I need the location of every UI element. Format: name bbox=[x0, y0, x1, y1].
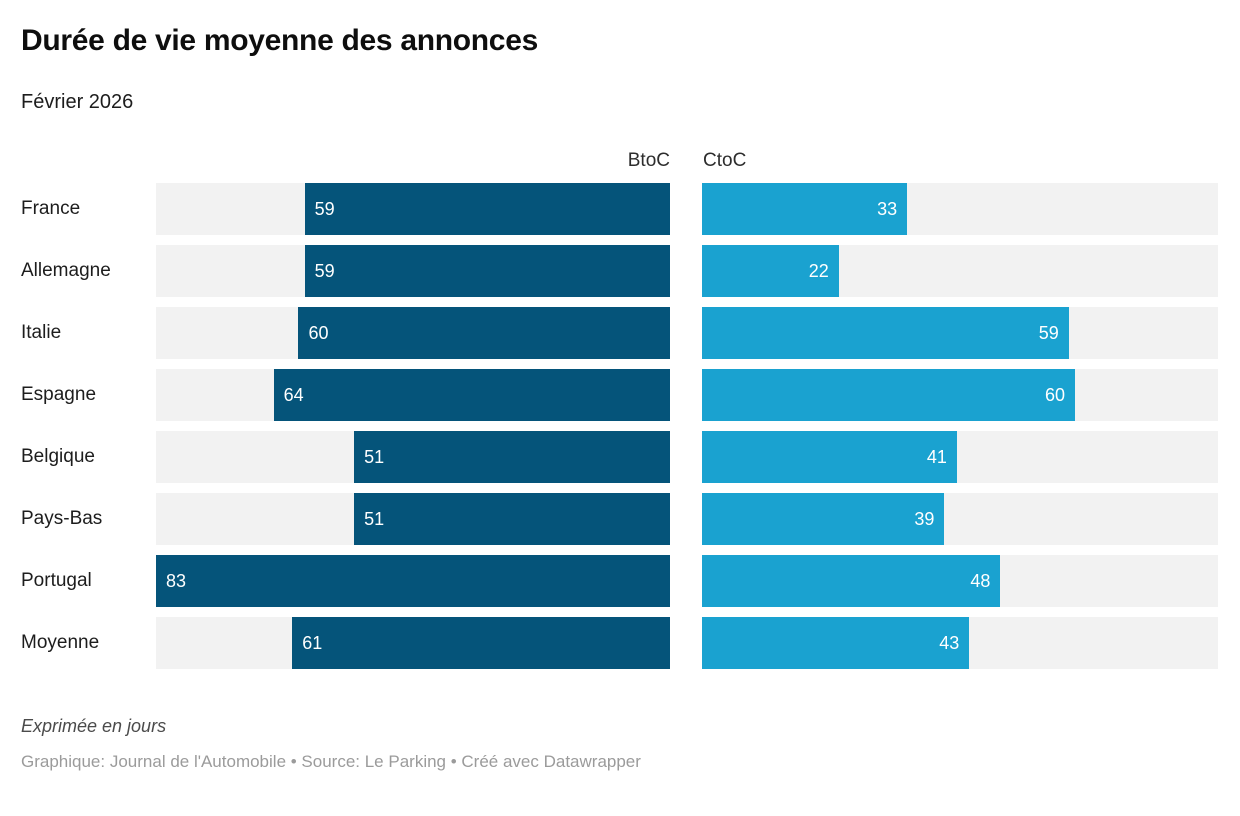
ctoc-value-label: 43 bbox=[939, 633, 960, 653]
category-label: Italie bbox=[21, 322, 62, 343]
btoc-value-label: 51 bbox=[364, 447, 385, 467]
category-label: Belgique bbox=[21, 446, 95, 467]
ctoc-value-label: 60 bbox=[1044, 385, 1065, 405]
ctoc-track: 59 bbox=[702, 307, 1218, 359]
table-row: Espagne 64 60 bbox=[21, 369, 1218, 421]
btoc-track: 51 bbox=[156, 431, 670, 483]
column-header-ctoc: CtoC bbox=[703, 150, 747, 171]
chart-byline: Graphique: Journal de l'Automobile • Sou… bbox=[21, 752, 641, 771]
btoc-bar: 51 bbox=[354, 431, 670, 483]
chart-subtitle: Février 2026 bbox=[21, 91, 134, 113]
ctoc-bar: 60 bbox=[702, 369, 1075, 421]
btoc-track: 51 bbox=[156, 493, 670, 545]
btoc-track: 83 bbox=[156, 555, 670, 607]
btoc-track: 60 bbox=[156, 307, 670, 359]
ctoc-track: 48 bbox=[702, 555, 1218, 607]
table-row: Moyenne 61 43 bbox=[21, 617, 1218, 669]
table-row: Portugal 83 48 bbox=[21, 555, 1218, 607]
btoc-bar: 60 bbox=[298, 307, 670, 359]
btoc-track: 64 bbox=[156, 369, 670, 421]
ctoc-bar: 43 bbox=[702, 617, 970, 669]
ctoc-bar: 39 bbox=[702, 493, 945, 545]
btoc-value-label: 59 bbox=[314, 199, 335, 219]
ctoc-bar: 22 bbox=[702, 245, 839, 297]
bar-rows: France 59 33 Allemagne 59 22 Italie bbox=[21, 183, 1218, 669]
ctoc-track: 33 bbox=[702, 183, 1218, 235]
chart-note: Exprimée en jours bbox=[21, 716, 167, 736]
ctoc-track: 22 bbox=[702, 245, 1218, 297]
column-headers: BtoC CtoC bbox=[21, 146, 1218, 172]
table-row: Italie 60 59 bbox=[21, 307, 1218, 359]
btoc-bar: 59 bbox=[304, 183, 670, 235]
btoc-bar: 64 bbox=[273, 369, 670, 421]
btoc-value-label: 64 bbox=[283, 385, 304, 405]
ctoc-value-label: 33 bbox=[877, 199, 898, 219]
table-row: Pays-Bas 51 39 bbox=[21, 493, 1218, 545]
btoc-bar: 83 bbox=[156, 555, 670, 607]
btoc-track: 59 bbox=[156, 183, 670, 235]
btoc-track: 59 bbox=[156, 245, 670, 297]
btoc-value-label: 51 bbox=[364, 509, 385, 529]
btoc-value-label: 60 bbox=[308, 323, 329, 343]
ctoc-track: 41 bbox=[702, 431, 1218, 483]
btoc-bar: 51 bbox=[354, 493, 670, 545]
table-row: France 59 33 bbox=[21, 183, 1218, 235]
category-label: Pays-Bas bbox=[21, 508, 103, 529]
ctoc-bar: 59 bbox=[702, 307, 1069, 359]
chart-container: Durée de vie moyenne des annonces Févrie… bbox=[0, 22, 1240, 772]
table-row: Allemagne 59 22 bbox=[21, 245, 1218, 297]
btoc-bar: 59 bbox=[304, 245, 670, 297]
category-label: Espagne bbox=[21, 384, 97, 405]
category-label: France bbox=[21, 198, 81, 219]
ctoc-track: 39 bbox=[702, 493, 1218, 545]
btoc-value-label: 83 bbox=[166, 571, 187, 591]
ctoc-track: 60 bbox=[702, 369, 1218, 421]
ctoc-bar: 41 bbox=[702, 431, 957, 483]
category-label: Allemagne bbox=[21, 260, 111, 281]
category-label: Portugal bbox=[21, 570, 92, 591]
btoc-bar: 61 bbox=[292, 617, 670, 669]
chart-title: Durée de vie moyenne des annonces bbox=[21, 24, 538, 57]
ctoc-bar: 48 bbox=[702, 555, 1001, 607]
btoc-value-label: 59 bbox=[314, 261, 335, 281]
ctoc-track: 43 bbox=[702, 617, 1218, 669]
ctoc-value-label: 22 bbox=[808, 261, 829, 281]
ctoc-value-label: 41 bbox=[926, 447, 947, 467]
ctoc-value-label: 59 bbox=[1038, 323, 1059, 343]
btoc-track: 61 bbox=[156, 617, 670, 669]
category-label: Moyenne bbox=[21, 632, 100, 653]
ctoc-bar: 33 bbox=[702, 183, 908, 235]
ctoc-value-label: 48 bbox=[970, 571, 991, 591]
ctoc-value-label: 39 bbox=[914, 509, 935, 529]
table-row: Belgique 51 41 bbox=[21, 431, 1218, 483]
column-header-btoc: BtoC bbox=[627, 150, 670, 171]
btoc-value-label: 61 bbox=[302, 633, 323, 653]
